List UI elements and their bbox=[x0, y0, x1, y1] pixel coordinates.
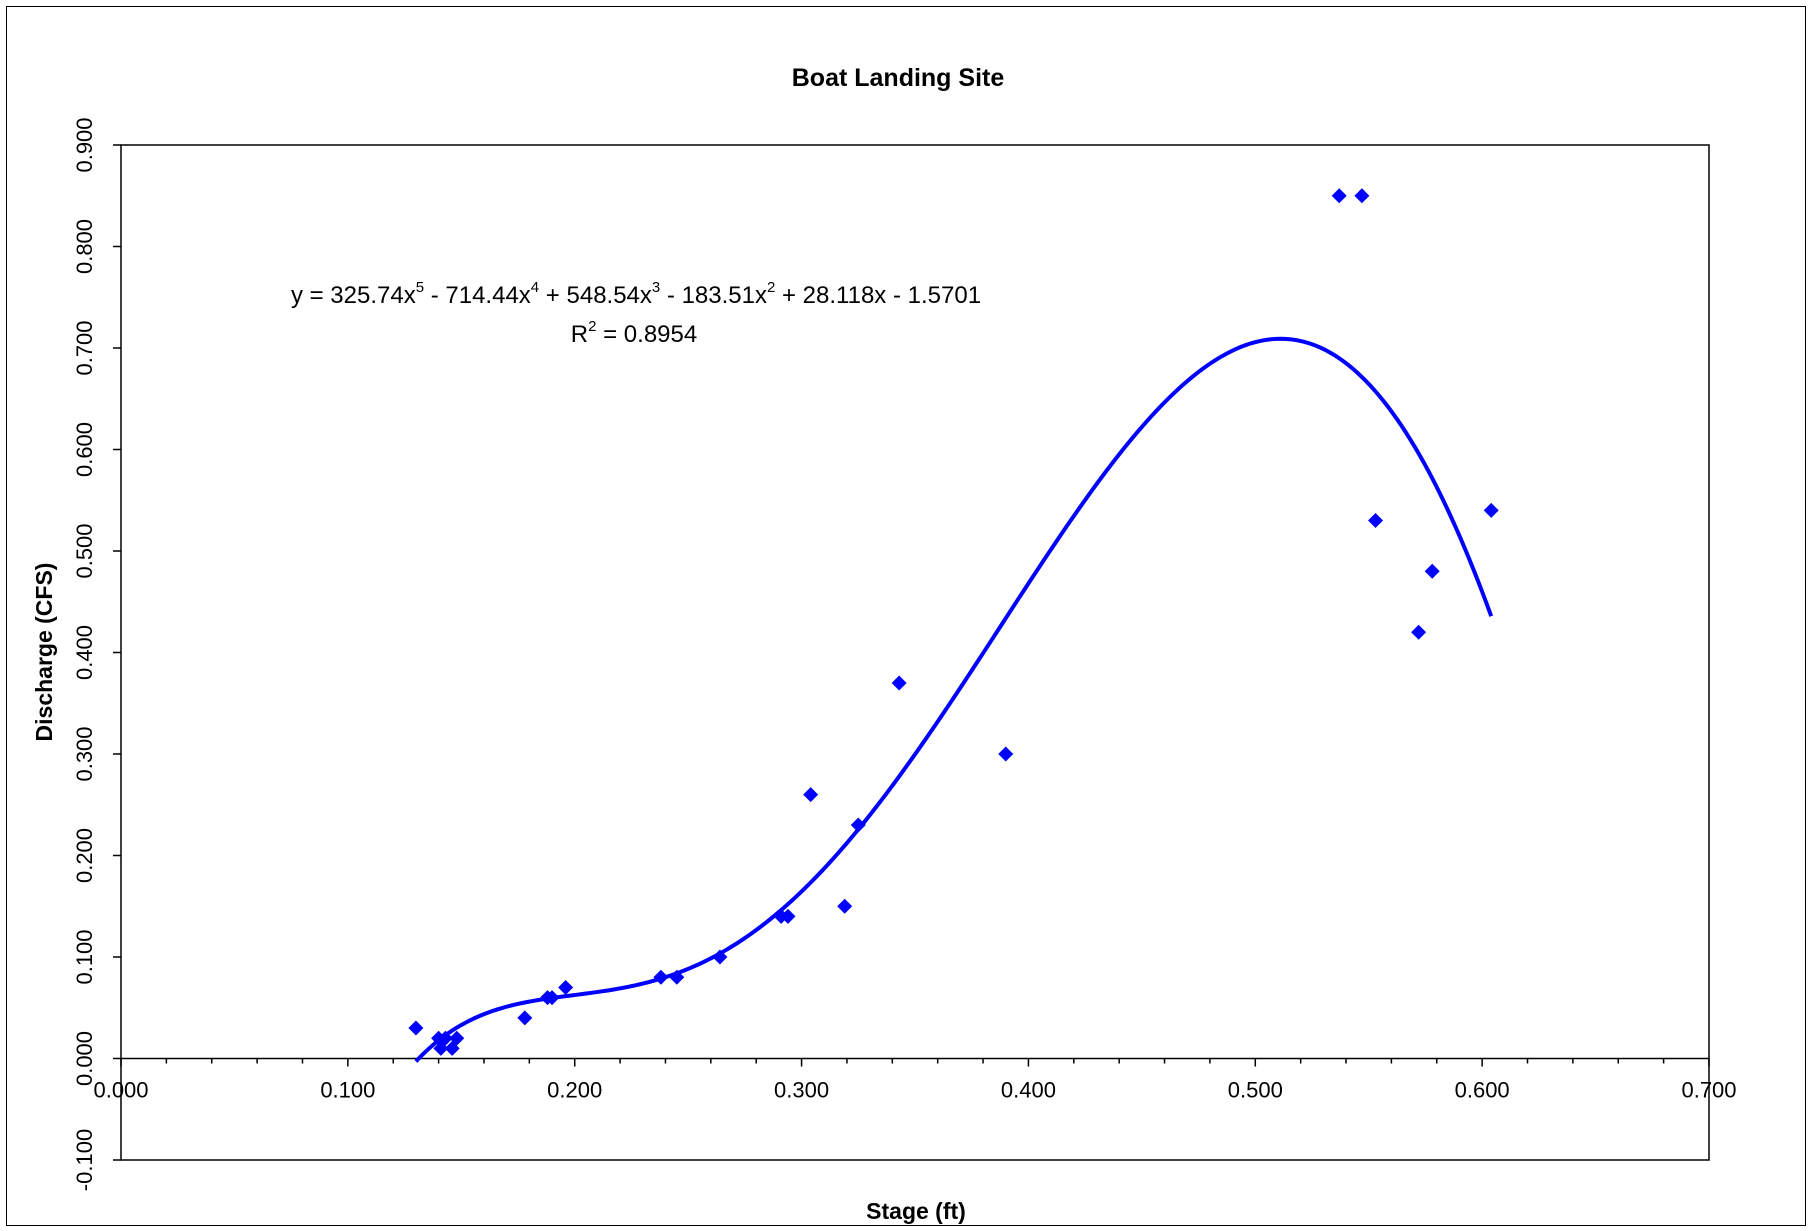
data-point bbox=[712, 949, 728, 965]
data-point bbox=[408, 1020, 424, 1036]
data-point bbox=[1424, 563, 1440, 579]
x-tick-label: 0.500 bbox=[1228, 1078, 1283, 1103]
data-point bbox=[653, 969, 669, 985]
equation-part: + 28.118x - 1.5701 bbox=[775, 282, 981, 309]
r2-exponent: 2 bbox=[588, 318, 596, 335]
equation-exponent: 4 bbox=[531, 279, 539, 296]
x-axis-title: Stage (ft) bbox=[866, 1198, 966, 1224]
r2-part: R bbox=[571, 321, 588, 348]
data-point bbox=[998, 746, 1014, 762]
data-point bbox=[891, 675, 907, 691]
x-axis: 0.000 0.100 0.200 0.300 0.400 0.500 0.600 0.700 bbox=[93, 1057, 1737, 1103]
equation-part: - 714.44x bbox=[424, 282, 531, 309]
y-tick-label: 0.900 bbox=[72, 117, 97, 172]
equation-part: + 548.54x bbox=[539, 282, 652, 309]
y-tick-label: 0.100 bbox=[72, 929, 97, 984]
chart-title: Boat Landing Site bbox=[792, 64, 1005, 92]
data-point bbox=[837, 898, 853, 914]
data-point bbox=[803, 787, 819, 803]
y-tick-label: 0.500 bbox=[72, 523, 97, 578]
x-tick-label: 0.300 bbox=[774, 1078, 829, 1103]
y-axis-title: Discharge (CFS) bbox=[31, 563, 57, 742]
equation-part: - 183.51x bbox=[660, 282, 767, 309]
data-point bbox=[1411, 624, 1427, 640]
y-tick-label: 0.400 bbox=[72, 625, 97, 680]
data-point bbox=[1368, 513, 1384, 529]
y-tick-label: 0.000 bbox=[72, 1031, 97, 1086]
equation-exponent: 2 bbox=[767, 279, 775, 296]
data-point bbox=[780, 908, 796, 924]
data-points bbox=[408, 188, 1499, 1056]
y-tick-label: 0.800 bbox=[72, 219, 97, 274]
data-point bbox=[558, 979, 574, 995]
equation-exponent: 3 bbox=[652, 279, 660, 296]
chart-frame bbox=[6, 6, 1806, 1226]
data-point bbox=[1354, 188, 1370, 204]
equation-part: y = 325.74x bbox=[291, 282, 416, 309]
y-tick-label: -0.100 bbox=[72, 1129, 97, 1191]
x-tick-label: 0.400 bbox=[1001, 1078, 1056, 1103]
x-tick-label: 0.200 bbox=[547, 1078, 602, 1103]
y-tick-label: 0.200 bbox=[72, 828, 97, 883]
equation-exponent: 5 bbox=[416, 279, 424, 296]
trendline-equation: y = 325.74x5 - 714.44x4 + 548.54x3 - 183… bbox=[291, 279, 981, 309]
x-tick-label: 0.000 bbox=[93, 1078, 148, 1103]
x-tick-label: 0.700 bbox=[1681, 1078, 1736, 1103]
data-point bbox=[669, 969, 685, 985]
y-tick-label: 0.300 bbox=[72, 726, 97, 781]
x-tick-label: 0.100 bbox=[320, 1078, 375, 1103]
y-axis: -0.100 0.000 0.100 0.200 0.300 0.400 0.500 0.60… bbox=[72, 117, 121, 1191]
data-point bbox=[449, 1030, 465, 1046]
data-point bbox=[517, 1010, 533, 1026]
data-point bbox=[1331, 188, 1347, 204]
trendline bbox=[414, 336, 1494, 1063]
trendline-r-squared: R2 = 0.8954 bbox=[571, 318, 697, 348]
y-tick-label: 0.600 bbox=[72, 422, 97, 477]
r2-part: = 0.8954 bbox=[596, 321, 697, 348]
data-point bbox=[437, 1030, 453, 1046]
data-point bbox=[850, 817, 866, 833]
data-point bbox=[1483, 502, 1499, 518]
data-point bbox=[544, 990, 560, 1006]
x-tick-label: 0.600 bbox=[1455, 1078, 1510, 1103]
y-tick-label: 0.700 bbox=[72, 320, 97, 375]
